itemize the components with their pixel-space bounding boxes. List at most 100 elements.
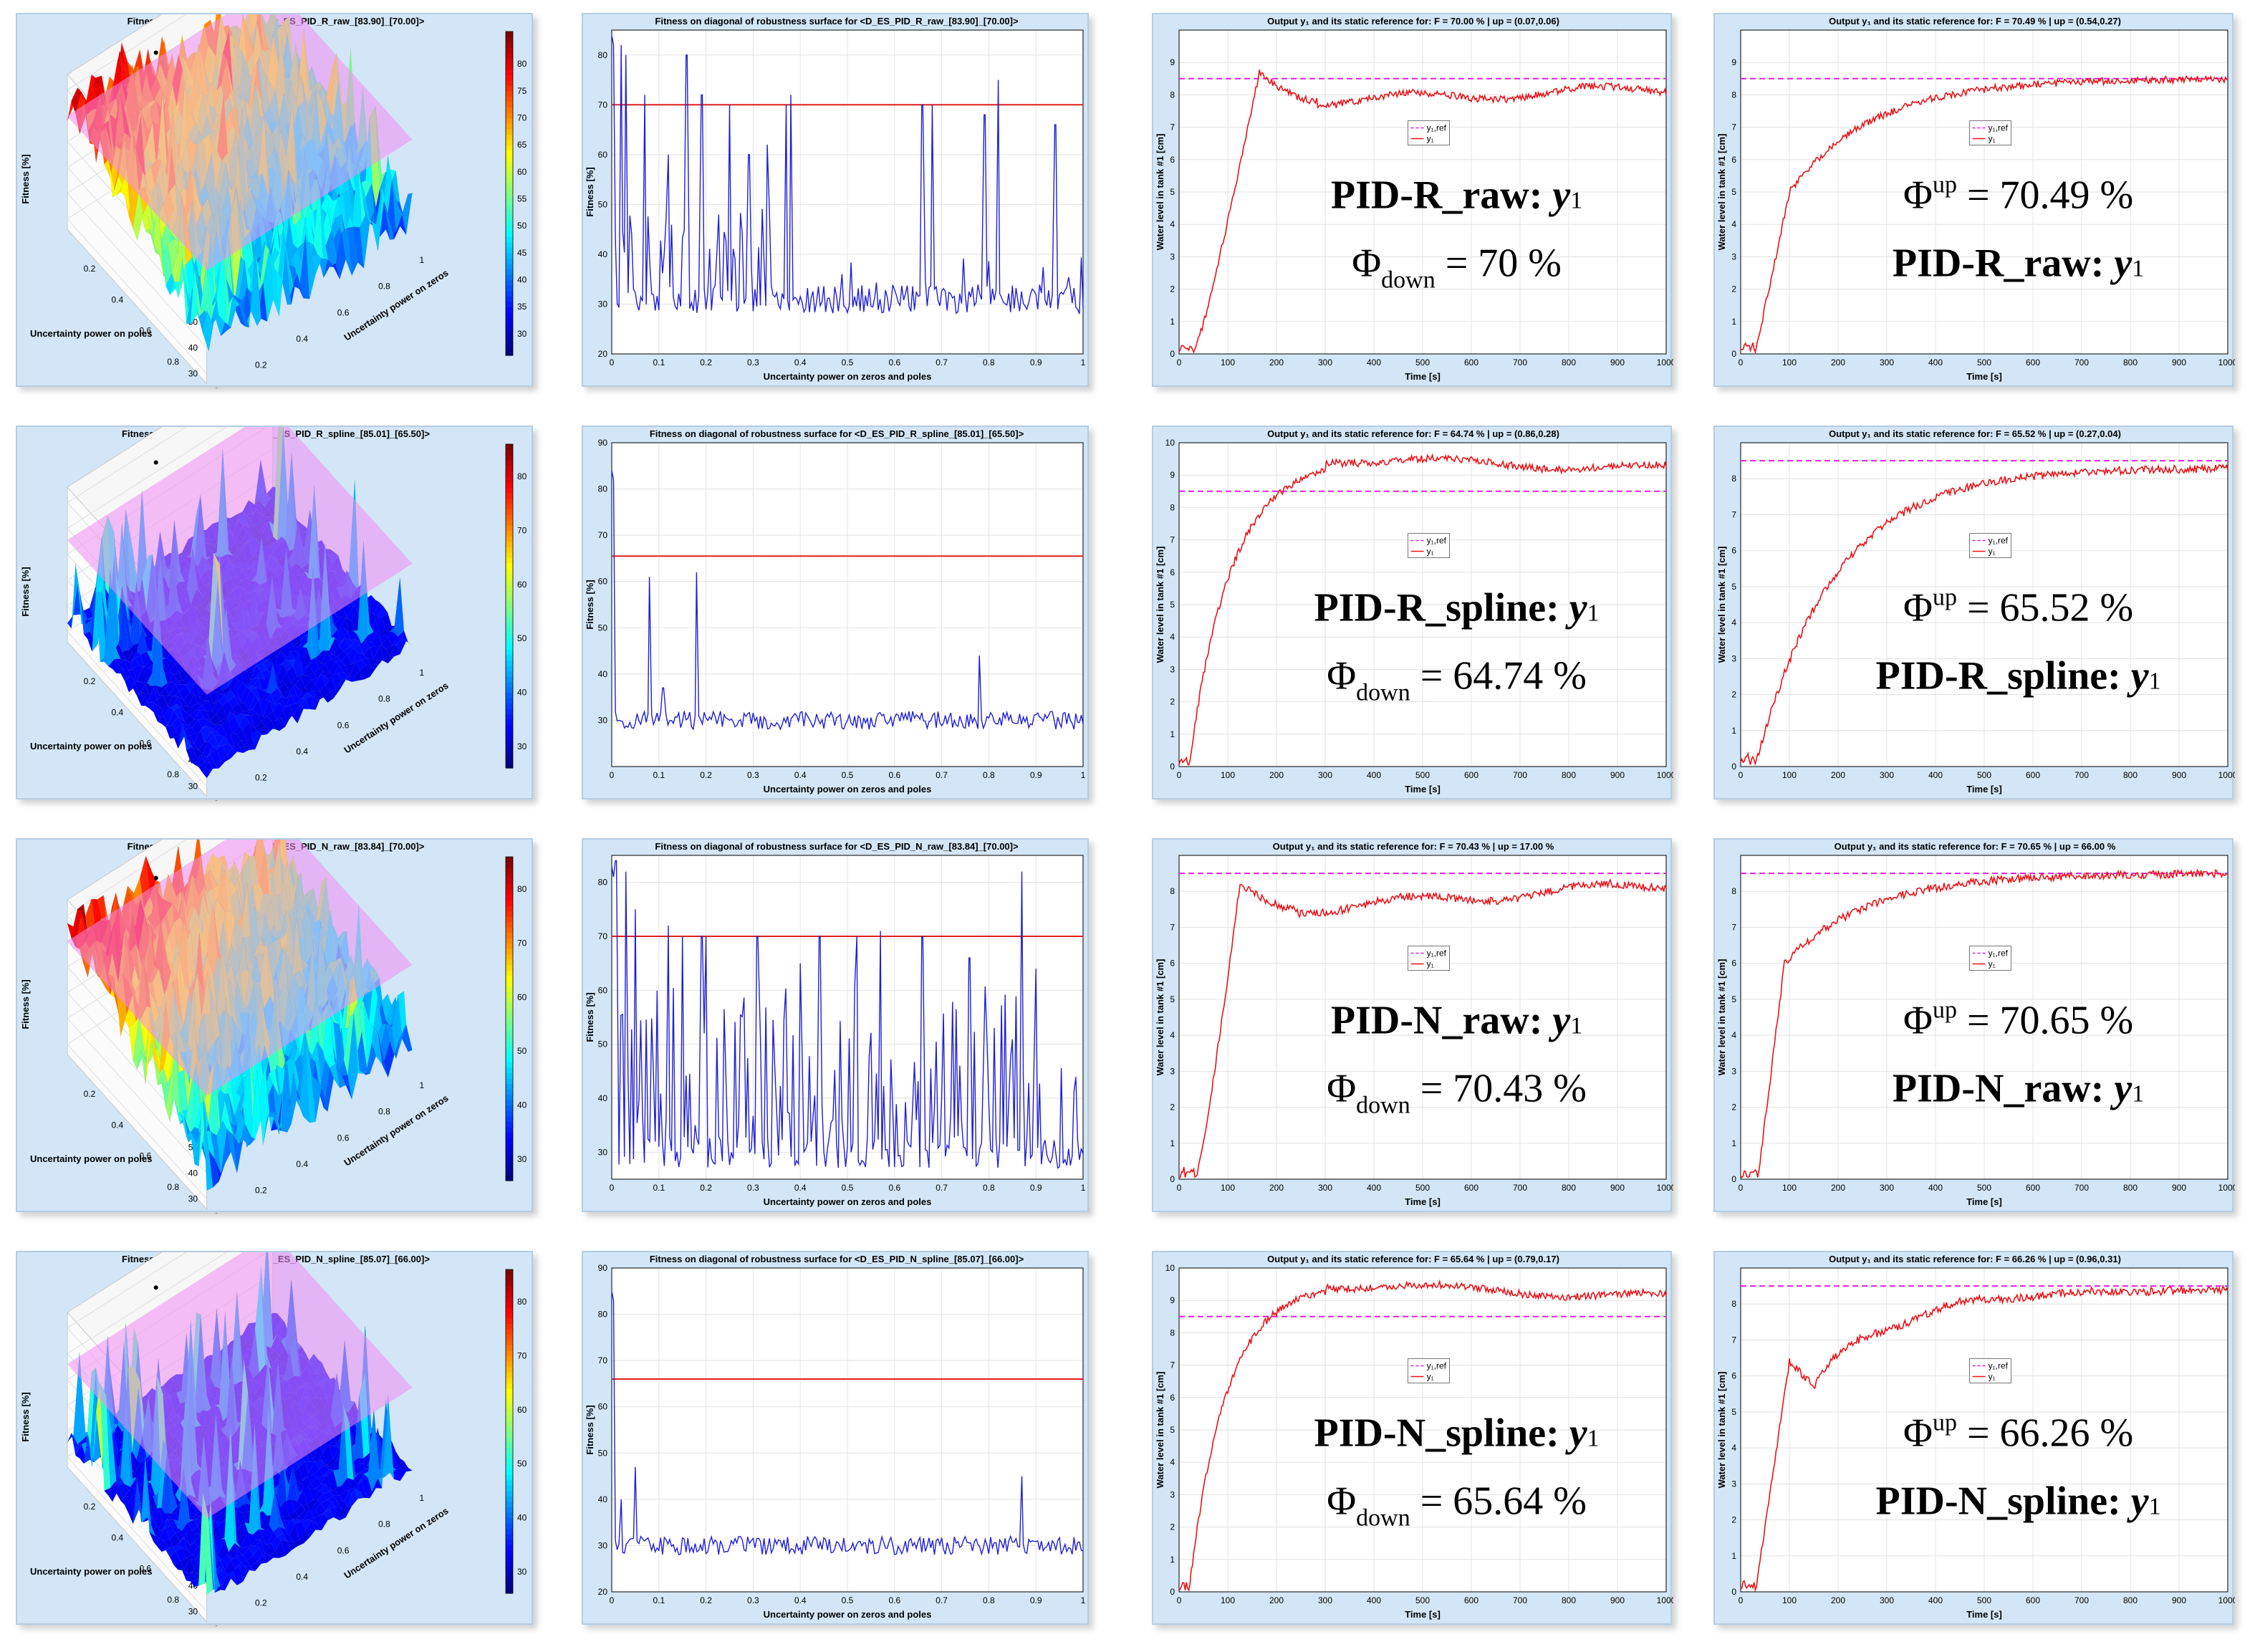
y-tick-label: 0.4 (296, 1159, 308, 1169)
x-tick-label: 700 (2074, 770, 2089, 780)
colorbar-segment (506, 64, 513, 70)
colorbar-segment (506, 595, 513, 602)
y-tick-label: 1 (1170, 317, 1175, 327)
surface-patch (208, 1149, 219, 1188)
colorbar-segment (506, 1555, 513, 1562)
colorbar-tick-label: 40 (517, 688, 527, 698)
colorbar-segment (506, 894, 513, 901)
colorbar-segment (506, 1072, 513, 1079)
chart-panel: Fitness on diagonal of robustness surfac… (582, 13, 1089, 387)
colorbar-segment (506, 444, 513, 451)
y-tick-label: 60 (598, 150, 608, 160)
grid-line (67, 427, 227, 529)
x-tick-label: 0.8 (167, 357, 179, 367)
annotation-controller-label: PID-R_spline: y1 (1876, 654, 2161, 698)
y-tick-label: 1 (419, 255, 424, 265)
colorbar-segment (506, 1501, 513, 1508)
legend-output-label: y₁ (1989, 547, 1996, 557)
colorbar-segment (506, 1164, 513, 1171)
colorbar-segment (506, 171, 513, 178)
colorbar-segment (506, 198, 513, 205)
x-tick-label: 200 (1831, 357, 1845, 368)
y-tick-label: 4 (1170, 219, 1175, 229)
colorbar-segment (506, 997, 513, 1003)
colorbar-segment (506, 1007, 513, 1014)
y-axis-label: Uncertainty power on zeros (342, 1092, 450, 1168)
colorbar-segment (506, 177, 513, 183)
chart-title: Fitness on diagonal of robustness surfac… (650, 428, 1024, 439)
colorbar-segment (506, 1312, 513, 1319)
surface-patch (202, 309, 213, 351)
y-tick-label: 3 (1731, 251, 1736, 261)
colorbar-segment (506, 703, 513, 709)
colorbar-segment (506, 1453, 513, 1459)
colorbar-segment (506, 231, 513, 237)
x-tick-label: 300 (1318, 1183, 1332, 1193)
surface-patch (232, 746, 244, 754)
surface-patch (220, 754, 231, 762)
y-tick-label: 7 (1731, 123, 1736, 133)
colorbar-segment (506, 1100, 513, 1106)
y-tick-label: 0 (1170, 762, 1175, 772)
colorbar-segment (506, 862, 513, 868)
colorbar-segment (506, 970, 513, 976)
colorbar-segment (506, 1323, 513, 1330)
legend-output-label: y₁ (1427, 959, 1434, 969)
colorbar-segment (506, 719, 513, 726)
surface-patch (395, 1024, 407, 1059)
colorbar-segment (506, 117, 513, 124)
y-tick-label: 0 (1731, 1174, 1736, 1184)
y-tick-label: 1 (1731, 317, 1736, 327)
x-tick-label: 0.2 (700, 1183, 712, 1193)
x-tick-label: 0 (610, 1183, 615, 1193)
colorbar-segment (506, 1545, 513, 1551)
colorbar-segment (506, 139, 513, 145)
colorbar-segment (506, 1447, 513, 1454)
colorbar-tick-label: 60 (517, 580, 527, 590)
colorbar-segment (506, 921, 513, 928)
surface-patch (371, 186, 383, 251)
colorbar-segment (506, 757, 513, 764)
x-axis-label: Uncertainty power on poles (30, 741, 152, 751)
colorbar-segment (506, 220, 513, 226)
x-tick-label: 0.6 (139, 1151, 151, 1161)
colorbar-tick-label: 30 (517, 1154, 527, 1164)
colorbar-segment (506, 145, 513, 151)
colorbar-segment (506, 1067, 513, 1073)
colorbar-segment (506, 1577, 513, 1583)
chart-panel: Fitness robustness surface for <D_ES_PID… (16, 426, 533, 801)
colorbar-segment (506, 47, 513, 54)
x-tick-label: 0.3 (747, 770, 759, 780)
threshold-plane (67, 840, 413, 1096)
surface-patch (281, 1059, 292, 1133)
chart-panel: Fitness robustness surface for <D_ES_PID… (16, 838, 533, 1214)
colorbar-segment (506, 986, 513, 992)
output-series-line (1178, 69, 1667, 354)
colorbar-frame (505, 31, 514, 356)
y-tick-label: 30 (598, 1147, 608, 1157)
colorbar-segment (506, 762, 513, 769)
colorbar-segment (506, 1464, 513, 1470)
x-tick-label: 0.4 (794, 770, 807, 780)
z-tick-label: 30 (188, 1607, 198, 1617)
y-tick-label: 3 (1731, 1066, 1736, 1076)
colorbar-tick-label: 80 (517, 59, 527, 69)
colorbar-segment (506, 466, 513, 472)
colorbar-segment (506, 1307, 513, 1313)
colorbar-frame (505, 1269, 514, 1594)
colorbar-segment (506, 1029, 513, 1036)
y-tick-label: 0.2 (255, 1185, 267, 1195)
max-fitness-marker (153, 460, 158, 465)
colorbar-segment (506, 751, 513, 758)
colorbar-segment (506, 204, 513, 211)
colorbar-segment (506, 681, 513, 688)
colorbar-segment (506, 1285, 513, 1292)
y-tick-label: 5 (1731, 187, 1736, 197)
colorbar-tick-label: 40 (517, 1100, 527, 1110)
fitness-series-line (611, 34, 1084, 314)
legend-output-label: y₁ (1427, 547, 1434, 557)
colorbar-segment (506, 562, 513, 569)
y-tick-label: 8 (1731, 886, 1736, 896)
chart-panel: Output y₁ and its static reference for: … (1713, 426, 2235, 799)
colorbar-segment (506, 1121, 513, 1128)
